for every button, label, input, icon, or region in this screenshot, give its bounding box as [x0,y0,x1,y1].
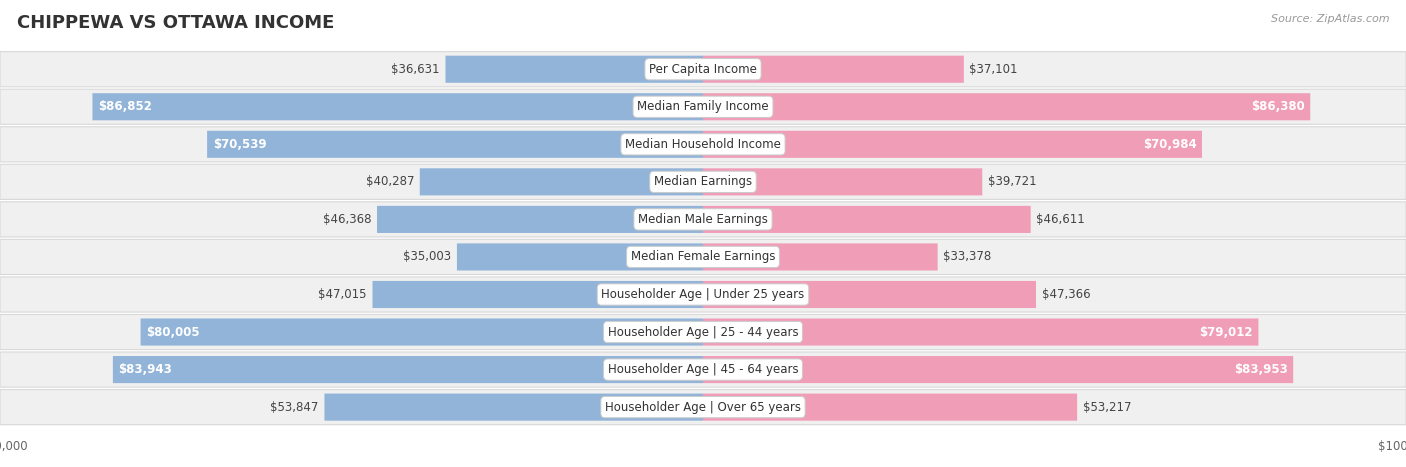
Text: $86,380: $86,380 [1251,100,1305,113]
FancyBboxPatch shape [703,318,1258,346]
FancyBboxPatch shape [0,389,1406,425]
FancyBboxPatch shape [207,131,703,158]
FancyBboxPatch shape [703,281,1036,308]
Text: Householder Age | Over 65 years: Householder Age | Over 65 years [605,401,801,414]
FancyBboxPatch shape [0,89,1406,124]
Text: $46,368: $46,368 [323,213,371,226]
FancyBboxPatch shape [0,240,1406,275]
Text: Median Male Earnings: Median Male Earnings [638,213,768,226]
FancyBboxPatch shape [0,277,1406,312]
FancyBboxPatch shape [703,168,983,195]
FancyBboxPatch shape [0,164,1406,199]
FancyBboxPatch shape [703,131,1202,158]
FancyBboxPatch shape [0,127,1406,162]
FancyBboxPatch shape [325,394,703,421]
Legend: Chippewa, Ottawa: Chippewa, Ottawa [619,462,787,467]
Text: $33,378: $33,378 [943,250,991,263]
FancyBboxPatch shape [0,352,1406,387]
Text: Median Family Income: Median Family Income [637,100,769,113]
FancyBboxPatch shape [703,206,1031,233]
FancyBboxPatch shape [0,314,1406,350]
Text: $35,003: $35,003 [404,250,451,263]
FancyBboxPatch shape [0,52,1406,87]
Text: Median Female Earnings: Median Female Earnings [631,250,775,263]
Text: $86,852: $86,852 [98,100,152,113]
Text: $37,101: $37,101 [970,63,1018,76]
FancyBboxPatch shape [446,56,703,83]
FancyBboxPatch shape [703,56,965,83]
FancyBboxPatch shape [703,93,1310,120]
Text: $70,984: $70,984 [1143,138,1197,151]
Text: Householder Age | 25 - 44 years: Householder Age | 25 - 44 years [607,325,799,339]
Text: $39,721: $39,721 [988,175,1036,188]
Text: Per Capita Income: Per Capita Income [650,63,756,76]
Text: CHIPPEWA VS OTTAWA INCOME: CHIPPEWA VS OTTAWA INCOME [17,14,335,32]
FancyBboxPatch shape [703,394,1077,421]
Text: $83,943: $83,943 [118,363,173,376]
Text: $83,953: $83,953 [1234,363,1288,376]
FancyBboxPatch shape [457,243,703,270]
Text: $47,366: $47,366 [1042,288,1090,301]
FancyBboxPatch shape [420,168,703,195]
Text: $70,539: $70,539 [212,138,266,151]
FancyBboxPatch shape [703,356,1294,383]
Text: Householder Age | 45 - 64 years: Householder Age | 45 - 64 years [607,363,799,376]
Text: $79,012: $79,012 [1199,325,1253,339]
Text: $80,005: $80,005 [146,325,200,339]
Text: $47,015: $47,015 [318,288,367,301]
FancyBboxPatch shape [93,93,703,120]
Text: $46,611: $46,611 [1036,213,1085,226]
Text: Householder Age | Under 25 years: Householder Age | Under 25 years [602,288,804,301]
FancyBboxPatch shape [373,281,703,308]
FancyBboxPatch shape [112,356,703,383]
FancyBboxPatch shape [0,202,1406,237]
FancyBboxPatch shape [377,206,703,233]
Text: $36,631: $36,631 [391,63,440,76]
Text: Median Earnings: Median Earnings [654,175,752,188]
Text: Source: ZipAtlas.com: Source: ZipAtlas.com [1271,14,1389,24]
Text: Median Household Income: Median Household Income [626,138,780,151]
FancyBboxPatch shape [703,243,938,270]
Text: $53,847: $53,847 [270,401,319,414]
Text: $53,217: $53,217 [1083,401,1132,414]
FancyBboxPatch shape [141,318,703,346]
Text: $40,287: $40,287 [366,175,415,188]
